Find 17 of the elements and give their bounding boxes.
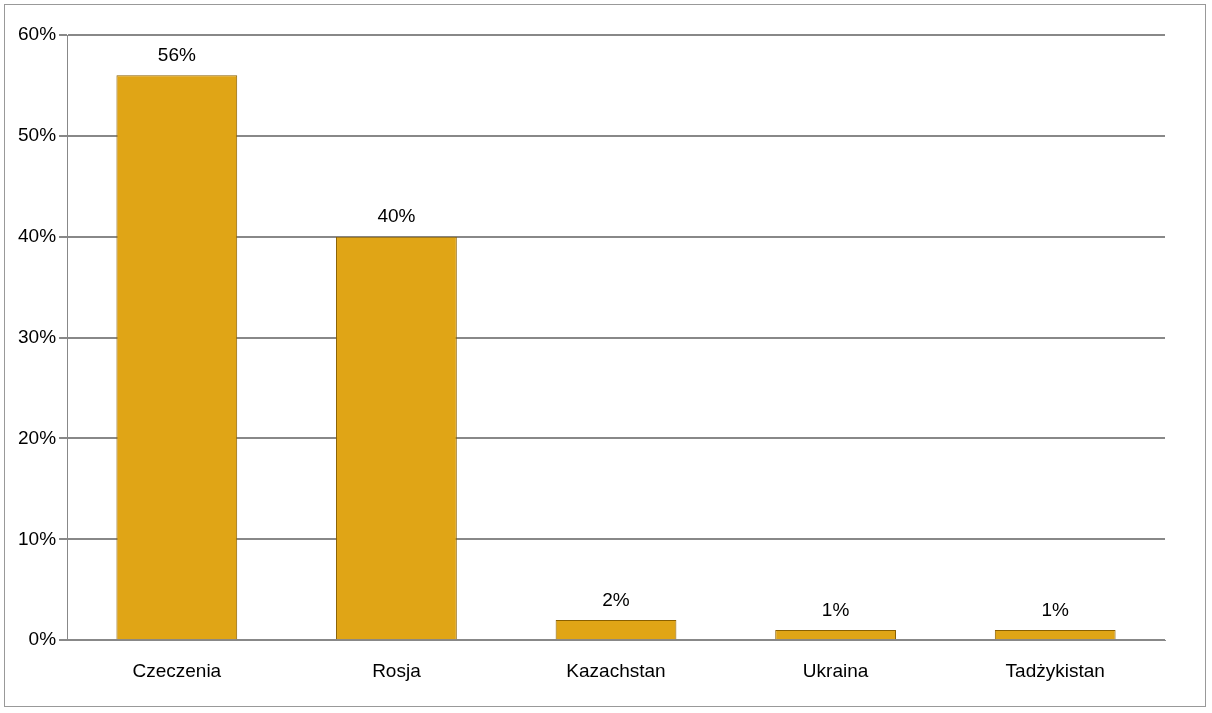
x-tick-label: Czeczenia xyxy=(132,659,222,681)
y-tick-label: 60% xyxy=(18,23,57,45)
y-tick-label: 20% xyxy=(18,426,57,448)
x-tick-label: Tadżykistan xyxy=(1005,659,1105,681)
y-tick-label: 10% xyxy=(18,527,57,549)
y-tick-label: 0% xyxy=(28,628,57,650)
y-tick-label: 50% xyxy=(18,124,57,146)
x-tick-label: Kazachstan xyxy=(566,659,666,681)
data-label: 1% xyxy=(821,598,850,620)
data-label: 40% xyxy=(377,205,416,227)
data-label: 56% xyxy=(157,44,196,66)
y-tick-label: 40% xyxy=(18,224,57,246)
data-label: 1% xyxy=(1041,598,1070,620)
data-label: 2% xyxy=(602,588,630,610)
x-tick-label: Rosja xyxy=(372,659,422,681)
y-tick-label: 30% xyxy=(18,325,57,347)
x-tick-label: Ukraina xyxy=(802,659,869,681)
